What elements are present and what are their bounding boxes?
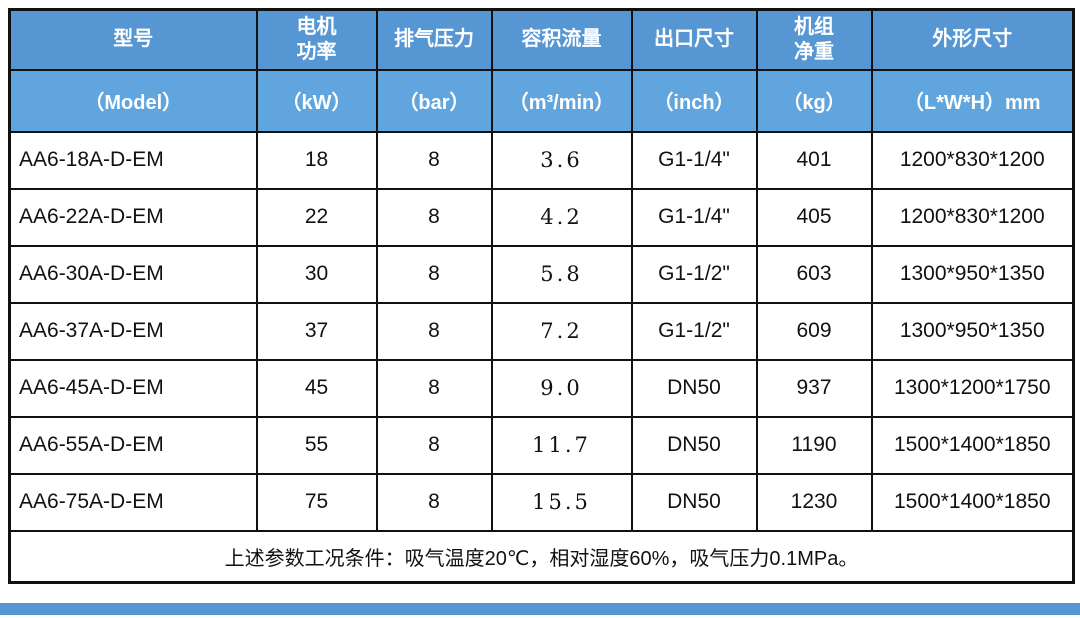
cell-power: 37 [255, 301, 378, 361]
cell-outlet: G1-1/4" [630, 187, 758, 247]
spec-table: 型号 电机 功率 排气压力 容积流量 出口尺寸 机组 净重 外形尺寸 （Mode… [8, 8, 1075, 584]
cell-pressure: 8 [375, 187, 493, 247]
unit-bar: （bar） [375, 68, 493, 133]
cell-dimensions: 1500*1400*1850 [870, 472, 1075, 532]
header-model: 型号 [8, 8, 258, 71]
cell-weight: 405 [755, 187, 873, 247]
cell-outlet: DN50 [630, 358, 758, 418]
table-row: AA6-18A-D-EM 18 8 3.6 G1-1/4" 401 1200*8… [8, 130, 1075, 190]
cell-dimensions: 1200*830*1200 [870, 187, 1075, 247]
cell-outlet: G1-1/2" [630, 244, 758, 304]
cell-outlet: G1-1/4" [630, 130, 758, 190]
cell-outlet: G1-1/2" [630, 301, 758, 361]
cell-weight: 603 [755, 244, 873, 304]
cell-outlet: DN50 [630, 472, 758, 532]
cell-flow: 4.2 [490, 187, 633, 247]
cell-weight: 401 [755, 130, 873, 190]
cell-pressure: 8 [375, 244, 493, 304]
cell-model: AA6-75A-D-EM [8, 472, 258, 532]
cell-outlet: DN50 [630, 415, 758, 475]
cell-power: 22 [255, 187, 378, 247]
cell-power: 30 [255, 244, 378, 304]
table-row: AA6-37A-D-EM 37 8 7.2 G1-1/2" 609 1300*9… [8, 301, 1075, 361]
cell-dimensions: 1300*950*1350 [870, 244, 1075, 304]
header-motor-power: 电机 功率 [255, 8, 378, 71]
cell-weight: 937 [755, 358, 873, 418]
page: 型号 电机 功率 排气压力 容积流量 出口尺寸 机组 净重 外形尺寸 （Mode… [8, 8, 1075, 584]
cell-weight: 1230 [755, 472, 873, 532]
table-row: AA6-75A-D-EM 75 8 15.5 DN50 1230 1500*14… [8, 472, 1075, 532]
cell-model: AA6-45A-D-EM [8, 358, 258, 418]
unit-kw: （kW） [255, 68, 378, 133]
cell-pressure: 8 [375, 358, 493, 418]
header-discharge-pressure: 排气压力 [375, 8, 493, 71]
footnote-row: 上述参数工况条件：吸气温度20℃，相对湿度60%，吸气压力0.1MPa。 [8, 529, 1075, 584]
header-dimensions: 外形尺寸 [870, 8, 1075, 71]
header-volume-flow: 容积流量 [490, 8, 633, 71]
cell-power: 75 [255, 472, 378, 532]
cell-pressure: 8 [375, 301, 493, 361]
cell-model: AA6-55A-D-EM [8, 415, 258, 475]
bottom-accent-bar [0, 603, 1080, 615]
unit-model: （Model） [8, 68, 258, 133]
cell-model: AA6-30A-D-EM [8, 244, 258, 304]
cell-weight: 609 [755, 301, 873, 361]
cell-flow: 11.7 [490, 415, 633, 475]
cell-flow: 15.5 [490, 472, 633, 532]
cell-model: AA6-18A-D-EM [8, 130, 258, 190]
cell-power: 55 [255, 415, 378, 475]
cell-weight: 1190 [755, 415, 873, 475]
cell-power: 45 [255, 358, 378, 418]
cell-dimensions: 1200*830*1200 [870, 130, 1075, 190]
unit-m3min: （m³/min） [490, 68, 633, 133]
cell-dimensions: 1500*1400*1850 [870, 415, 1075, 475]
cell-dimensions: 1300*950*1350 [870, 301, 1075, 361]
header-outlet-size: 出口尺寸 [630, 8, 758, 71]
cell-dimensions: 1300*1200*1750 [870, 358, 1075, 418]
unit-inch: （inch） [630, 68, 758, 133]
header-row-primary: 型号 电机 功率 排气压力 容积流量 出口尺寸 机组 净重 外形尺寸 [8, 8, 1075, 71]
unit-lwh-mm: （L*W*H）mm [870, 68, 1075, 133]
header-row-units: （Model） （kW） （bar） （m³/min） （inch） （kg） … [8, 68, 1075, 133]
header-unit-weight: 机组 净重 [755, 8, 873, 71]
cell-flow: 5.8 [490, 244, 633, 304]
cell-pressure: 8 [375, 130, 493, 190]
cell-power: 18 [255, 130, 378, 190]
table-row: AA6-22A-D-EM 22 8 4.2 G1-1/4" 405 1200*8… [8, 187, 1075, 247]
cell-model: AA6-37A-D-EM [8, 301, 258, 361]
table-row: AA6-55A-D-EM 55 8 11.7 DN50 1190 1500*14… [8, 415, 1075, 475]
cell-flow: 3.6 [490, 130, 633, 190]
cell-flow: 9.0 [490, 358, 633, 418]
unit-kg: （kg） [755, 68, 873, 133]
cell-flow: 7.2 [490, 301, 633, 361]
cell-model: AA6-22A-D-EM [8, 187, 258, 247]
cell-pressure: 8 [375, 472, 493, 532]
table-row: AA6-30A-D-EM 30 8 5.8 G1-1/2" 603 1300*9… [8, 244, 1075, 304]
cell-pressure: 8 [375, 415, 493, 475]
footnote: 上述参数工况条件：吸气温度20℃，相对湿度60%，吸气压力0.1MPa。 [8, 529, 1075, 584]
table-row: AA6-45A-D-EM 45 8 9.0 DN50 937 1300*1200… [8, 358, 1075, 418]
